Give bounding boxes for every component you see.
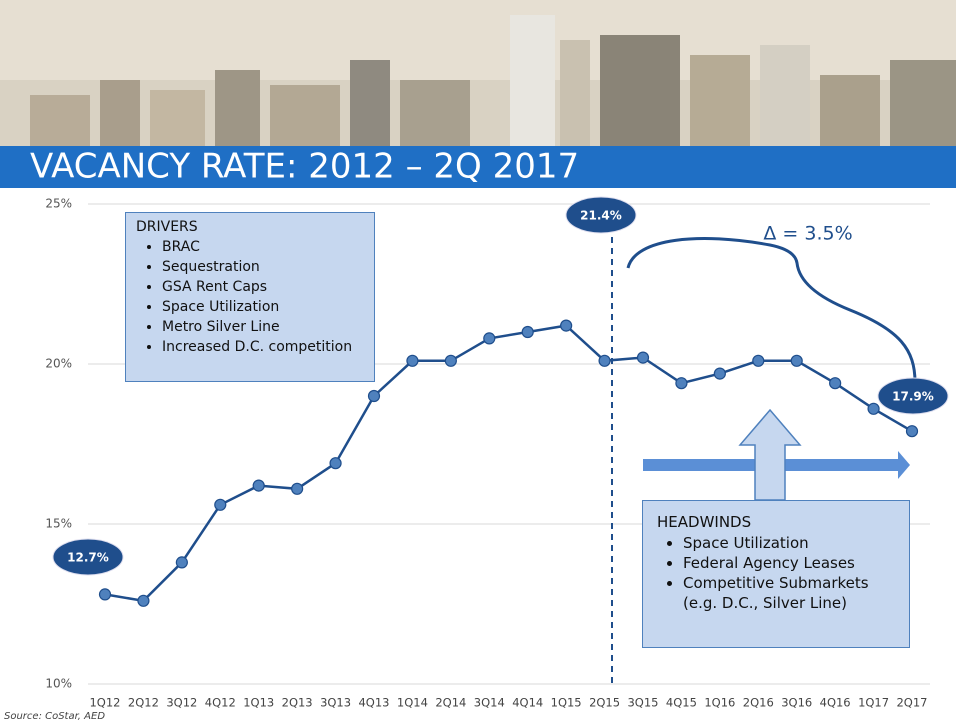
banner xyxy=(0,0,956,148)
x-tick-label: 1Q13 xyxy=(243,696,274,710)
x-tick-label: 4Q12 xyxy=(205,696,236,710)
callout-label: 21.4% xyxy=(580,209,622,223)
x-tick-label: 1Q17 xyxy=(858,696,889,710)
headwinds-box: HEADWINDS Space UtilizationFederal Agenc… xyxy=(642,500,910,648)
list-item: Metro Silver Line xyxy=(162,317,364,337)
up-arrow xyxy=(740,410,800,500)
data-point xyxy=(638,352,649,363)
drivers-list: BRACSequestrationGSA Rent CapsSpace Util… xyxy=(136,237,364,357)
data-point xyxy=(176,557,187,568)
source-note: Source: CoStar, AED xyxy=(4,711,105,722)
data-point xyxy=(714,368,725,379)
data-point xyxy=(253,480,264,491)
list-item: Increased D.C. competition xyxy=(162,337,364,357)
data-point xyxy=(753,355,764,366)
list-item: Space Utilization xyxy=(162,297,364,317)
x-tick-label: 3Q14 xyxy=(474,696,505,710)
data-point xyxy=(330,458,341,469)
list-item: Sequestration xyxy=(162,257,364,277)
y-tick-label: 20% xyxy=(45,357,72,371)
data-point xyxy=(791,355,802,366)
x-tick-label: 4Q16 xyxy=(820,696,851,710)
data-point xyxy=(484,333,495,344)
y-tick-label: 15% xyxy=(45,517,72,531)
x-tick-label: 1Q12 xyxy=(89,696,120,710)
data-point xyxy=(445,355,456,366)
x-tick-label: 2Q14 xyxy=(435,696,466,710)
data-point xyxy=(407,355,418,366)
x-tick-label: 3Q16 xyxy=(781,696,812,710)
x-tick-label: 2Q13 xyxy=(282,696,313,710)
x-tick-label: 2Q17 xyxy=(896,696,927,710)
data-point xyxy=(561,320,572,331)
data-point xyxy=(100,589,111,600)
x-tick-label: 2Q16 xyxy=(743,696,774,710)
x-tick-label: 3Q12 xyxy=(166,696,197,710)
data-point xyxy=(907,426,918,437)
drivers-title: DRIVERS xyxy=(136,219,364,235)
list-item: BRAC xyxy=(162,237,364,257)
data-point xyxy=(215,499,226,510)
y-tick-label: 10% xyxy=(45,677,72,691)
data-point xyxy=(138,595,149,606)
delta-label: Δ = 3.5% xyxy=(763,223,852,245)
headwinds-list: Space UtilizationFederal Agency LeasesCo… xyxy=(657,533,895,613)
x-tick-label: 1Q16 xyxy=(704,696,735,710)
data-point xyxy=(599,355,610,366)
data-point xyxy=(292,483,303,494)
data-point xyxy=(868,403,879,414)
callout-label: 17.9% xyxy=(892,390,934,404)
headwinds-title: HEADWINDS xyxy=(657,513,895,531)
x-tick-label: 1Q15 xyxy=(551,696,582,710)
y-tick-label: 25% xyxy=(45,197,72,211)
data-point xyxy=(830,378,841,389)
x-tick-label: 2Q12 xyxy=(128,696,159,710)
drivers-box: DRIVERS BRACSequestrationGSA Rent CapsSp… xyxy=(125,212,375,382)
x-tick-label: 2Q15 xyxy=(589,696,620,710)
data-point xyxy=(369,391,380,402)
x-tick-label: 4Q14 xyxy=(512,696,543,710)
list-item: GSA Rent Caps xyxy=(162,277,364,297)
slide: VACANCY RATE: 2012 – 2Q 2017 Δ = 3.5% So… xyxy=(0,0,956,725)
x-tick-label: 4Q15 xyxy=(666,696,697,710)
list-item: Space Utilization xyxy=(683,533,895,553)
right-arrow-head xyxy=(898,451,910,479)
slide-title: VACANCY RATE: 2012 – 2Q 2017 xyxy=(30,147,579,187)
data-point xyxy=(522,327,533,338)
data-point xyxy=(676,378,687,389)
list-item: Federal Agency Leases xyxy=(683,553,895,573)
list-item: Competitive Submarkets (e.g. D.C., Silve… xyxy=(683,573,895,613)
x-tick-label: 3Q13 xyxy=(320,696,351,710)
x-tick-label: 3Q15 xyxy=(627,696,658,710)
x-tick-label: 1Q14 xyxy=(397,696,428,710)
callout-label: 12.7% xyxy=(67,551,109,565)
x-tick-label: 4Q13 xyxy=(358,696,389,710)
